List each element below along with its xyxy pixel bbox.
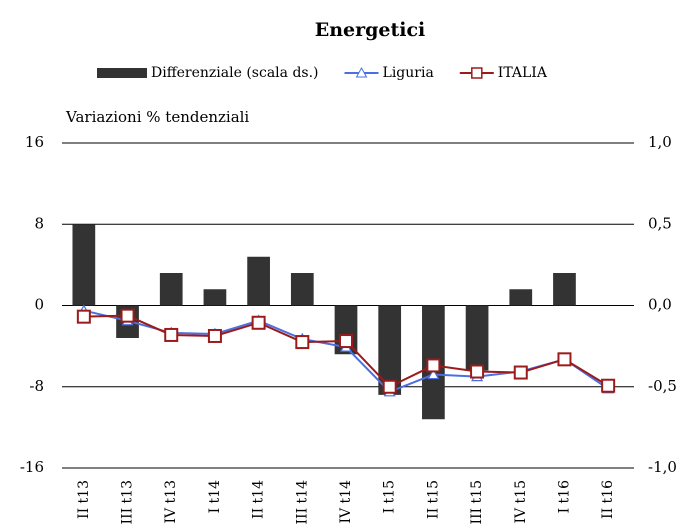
x-tick-label: II t13 xyxy=(76,480,92,519)
marker xyxy=(470,364,485,379)
y-axis-label: Variazioni % tendenziali xyxy=(65,108,249,126)
marker xyxy=(207,328,222,343)
x-tick-label: I t14 xyxy=(207,480,223,514)
legend-label: Liguria xyxy=(383,65,434,81)
bar xyxy=(290,273,314,306)
legend-label: ITALIA xyxy=(498,65,548,81)
bar xyxy=(247,256,270,306)
bar xyxy=(553,273,576,306)
x-tick-label: IV t15 xyxy=(513,480,529,524)
marker xyxy=(513,365,528,380)
legend-item: Differenziale (scala ds.) xyxy=(97,65,319,81)
bar xyxy=(465,305,489,371)
bar xyxy=(72,224,96,306)
y-tick-label: -8 xyxy=(29,377,44,395)
marker xyxy=(295,335,310,350)
bar xyxy=(203,289,227,306)
x-tick-label: II t15 xyxy=(425,480,441,519)
marker xyxy=(557,352,572,367)
chart-title: Energetici xyxy=(315,19,426,41)
y2-tick-label: 1,0 xyxy=(648,133,672,151)
marker xyxy=(339,334,353,349)
y2-tick-label: 0,5 xyxy=(648,214,672,232)
marker xyxy=(76,309,91,324)
y-tick-label: 16 xyxy=(25,133,44,151)
bar xyxy=(159,273,183,306)
y-tick-label: -16 xyxy=(20,458,44,476)
marker xyxy=(382,379,397,394)
marker xyxy=(601,378,616,393)
y2-tick-label: -1,0 xyxy=(648,458,677,476)
legend-item: Liguria xyxy=(344,65,434,81)
marker xyxy=(427,368,440,380)
bar xyxy=(378,305,402,395)
x-tick-label: III t14 xyxy=(294,480,310,525)
legend-label: Differenziale (scala ds.) xyxy=(151,65,319,81)
x-tick-label: II t16 xyxy=(600,480,616,519)
legend-item: ITALIA xyxy=(459,65,548,81)
x-tick-label: III t15 xyxy=(469,480,485,524)
marker xyxy=(251,315,266,330)
marker xyxy=(120,308,135,323)
y2-tick-label: 0,0 xyxy=(648,296,672,314)
y2-tick-label: -0,5 xyxy=(648,377,677,395)
x-tick-label: IV t14 xyxy=(338,480,354,524)
bar xyxy=(509,289,533,306)
legend-marker xyxy=(355,66,368,78)
legend-marker xyxy=(471,67,483,79)
x-tick-label: II t14 xyxy=(251,480,267,519)
x-tick-label: I t16 xyxy=(556,480,572,514)
y-tick-label: 0 xyxy=(34,296,44,314)
marker xyxy=(426,358,441,373)
x-tick-label: I t15 xyxy=(382,480,398,513)
x-tick-label: IV t13 xyxy=(163,480,179,524)
x-tick-label: III t13 xyxy=(120,480,136,524)
marker xyxy=(164,327,179,342)
y-tick-label: 8 xyxy=(34,214,44,232)
legend-swatch xyxy=(97,68,147,78)
